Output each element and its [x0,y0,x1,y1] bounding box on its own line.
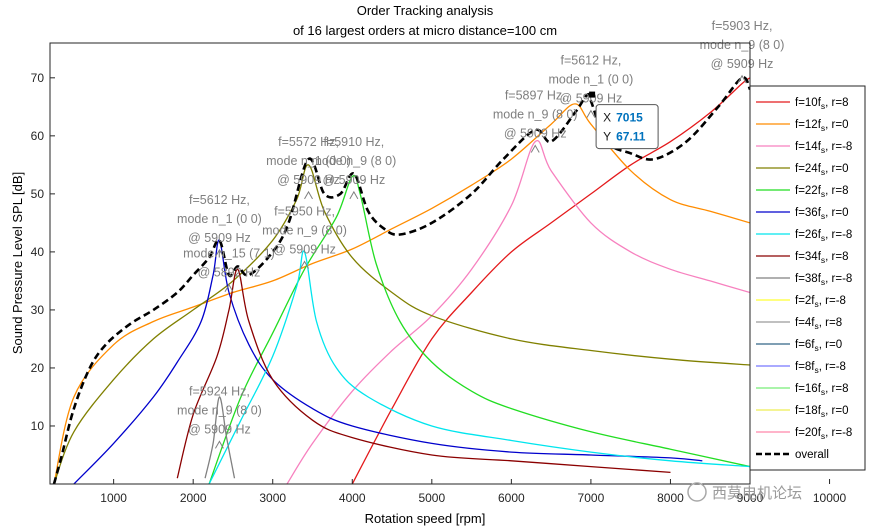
x-tick-label: 6000 [498,491,525,505]
annotation-text: f=5910 Hz, [323,135,384,149]
y-tick-label: 70 [31,71,45,85]
y-axis-label: Sound Pressure Level SPL [dB] [10,172,25,354]
annotation-text: @ 5909 Hz [504,126,567,140]
annotation-text: mode n_9 (8 0) [700,38,785,52]
y-tick-label: 40 [31,245,45,259]
datatip-y-label: Y [603,130,611,144]
annotation-text: mode n_9 (8 0) [177,403,262,417]
watermark-text: 西莫电机论坛 [712,485,802,502]
annotation-text: mode n_1 (0 0) [549,73,634,87]
legend-entry: f=14fs, r=-8 [795,141,852,155]
legend-entry: f=26fs, r=-8 [795,229,852,243]
y-tick-label: 60 [31,129,45,143]
series-line-f22f [208,174,750,484]
annotation-marker [214,248,224,258]
series-line-f10f [351,77,750,484]
series-line-f38f [204,396,236,479]
legend-entry: f=24fs, r=0 [795,163,849,177]
annotation-text: @ 5909 Hz [188,422,251,436]
legend-entry: f=8fs, r=-8 [795,361,846,375]
series-line-f14f [286,139,750,484]
annotation-text: @ 5909 Hz [188,231,251,245]
annotation-text: f=5897 Hz, [505,88,566,102]
x-tick-label: 7000 [578,491,605,505]
legend-entry: f=12fs, r=0 [795,119,849,133]
annotation-text: @ 5909 Hz [711,57,774,71]
series-line-f26f [208,250,750,484]
x-tick-label: 2000 [180,491,207,505]
y-tick-label: 30 [31,303,45,317]
x-axis-label: Rotation speed [rpm] [365,511,486,526]
legend-entry: f=16fs, r=8 [795,383,849,397]
legend-entry: f=34fs, r=8 [795,251,849,265]
datatip-x-value: 7015 [616,111,643,125]
datatip-marker[interactable] [589,91,596,98]
x-tick-label: 3000 [259,491,286,505]
datatip-box[interactable] [595,104,659,150]
x-tick-label: 9000 [737,491,764,505]
annotation-text: @ 5909 Hz [273,243,336,257]
annotation-marker [737,74,747,84]
annotation-text: mode n_9 (8 0) [493,107,578,121]
watermark: 西莫电机论坛 [687,482,802,502]
legend: f=10fs, r=8 f=12fs, r=0 f=14fs, r=-8 f=24fs… [749,85,866,471]
y-tick-label: 10 [31,419,45,433]
annotation-marker [300,260,309,269]
annotation-text: f=5903 Hz, [712,19,773,33]
annotation-text: f=5612 Hz, [189,193,250,207]
annotation-text: @ 5909 Hz [277,173,340,187]
annotation-text: f=5612 Hz, [561,54,622,68]
wechat-icon [687,482,707,502]
series-line-f36f [73,239,703,484]
x-tick-label: 4000 [339,491,366,505]
annotation-marker [530,144,540,153]
annotation-text: f=5950 Hz, [274,205,335,219]
x-tick-label: 8000 [657,491,684,505]
datatip-y-value: 67.11 [616,130,646,144]
x-tick-label: 10000 [813,491,847,505]
datatip[interactable]: X 7015 Y 67.11 [589,91,659,150]
legend-entry: f=20fs, r=-8 [795,427,852,441]
annotation-text: f=5572 Hz, [278,135,339,149]
y-tick-label: 20 [31,361,45,375]
legend-entry: f=38fs, r=-8 [795,273,852,287]
annotation-text: mode n_15 (7 1) [183,247,275,261]
legend-entry: f=22fs, r=8 [795,185,849,199]
annotation-marker [214,440,224,449]
annotation-text: mode n_1 (0 0) [266,154,351,168]
annotation-text: @ 5909 Hz [322,173,385,187]
legend-entry: f=36fs, r=0 [795,207,849,221]
chart-subtitle: of 16 largest orders at micro distance=1… [293,23,557,38]
annotation-text: mode n_9 (8 0) [262,224,347,238]
legend-entry: f=2fs, r=-8 [795,295,846,309]
annotation-text: mode n_1 (0 0) [177,212,262,226]
series-line-f12f [53,103,750,484]
legend-entry: f=10fs, r=8 [795,97,849,111]
chart-title: Order Tracking analysis [357,3,494,18]
tick-group: 1000 2000 3000 4000 5000 6000 7000 8000 9000 1000… [31,71,847,505]
annotation-text: f=5924 Hz, [189,384,250,398]
annotation-marker [349,190,359,200]
annotation-marker [224,283,234,292]
x-tick-label: 5000 [418,491,445,505]
datatip-x-label: X [603,111,611,125]
annotation-marker [304,190,313,200]
annotation-text: @ 5909 Hz [560,92,623,106]
annotation-marker [586,109,596,118]
y-tick-label: 50 [31,187,45,201]
legend-entry: f=4fs, r=8 [795,317,842,331]
annotation-text: @ 5892 Hz [198,266,261,280]
legend-entry: overall [795,449,829,461]
x-tick-label: 1000 [100,491,127,505]
annotation-text: mode n_9 (8 0) [311,154,396,168]
legend-entry: f=6fs, r=0 [795,339,842,353]
series-line-f34f [176,268,671,479]
legend-entry: f=18fs, r=0 [795,405,849,419]
series-line-f24f [53,164,750,484]
